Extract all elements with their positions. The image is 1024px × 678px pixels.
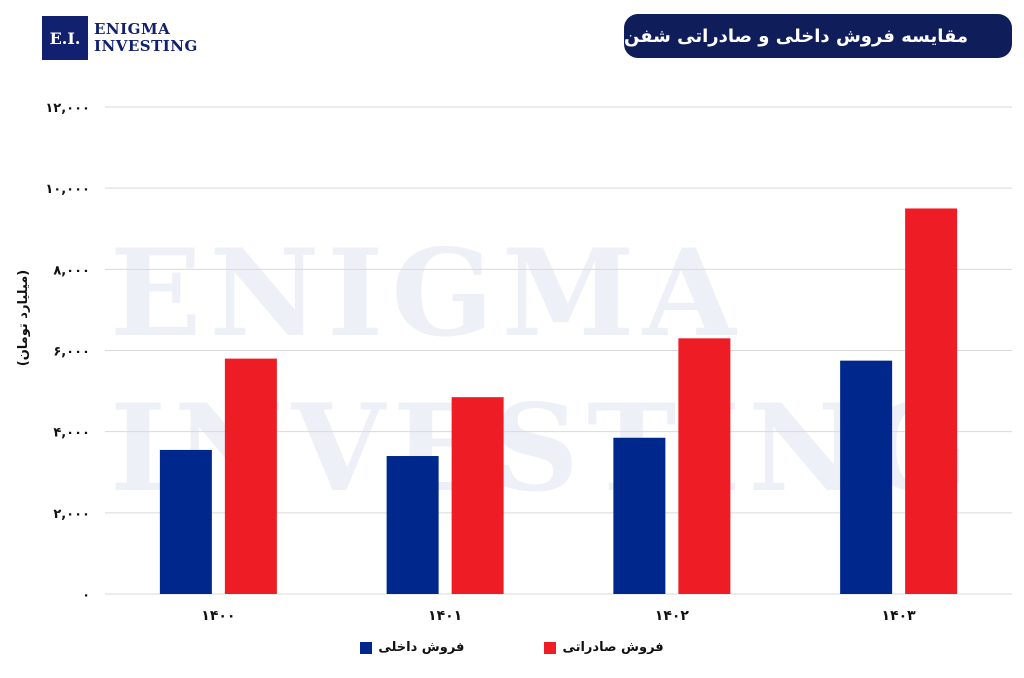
y-tick-label: ۲,۰۰۰	[53, 507, 90, 522]
bar-domestic-2	[613, 437, 666, 594]
y-tick-label: ۸,۰۰۰	[53, 263, 90, 278]
bar-domestic-0	[159, 449, 212, 594]
legend-swatch	[544, 641, 557, 654]
x-tick-label: ۱۴۰۱	[428, 608, 462, 624]
bar-domestic-3	[840, 360, 893, 594]
y-tick-label: ۰	[82, 588, 90, 603]
logo-line-2: Investing	[94, 37, 198, 55]
y-tick-label: ۴,۰۰۰	[53, 426, 90, 441]
chart-title: مقایسه فروش داخلی و صادراتی شفن	[624, 14, 1012, 58]
logo-mark: E.I.	[42, 16, 88, 60]
legend-label: فروش صادراتی	[562, 640, 664, 655]
legend-swatch	[360, 641, 373, 654]
legend-item: فروش صادراتی	[544, 640, 664, 655]
legend-label: فروش داخلی	[378, 640, 465, 655]
logo-wordmark: Enigma Investing	[94, 21, 198, 55]
bar-export-1	[451, 397, 504, 594]
bar-export-0	[224, 358, 277, 594]
legend: فروش صادراتی فروش داخلی	[0, 640, 1024, 655]
x-tick-label: ۱۴۰۰	[201, 608, 235, 624]
bar-export-2	[678, 338, 731, 594]
y-tick-label: ۱۲,۰۰۰	[45, 101, 90, 116]
y-tick-label: ۶,۰۰۰	[53, 345, 90, 360]
x-tick-label: ۱۴۰۲	[655, 608, 690, 624]
watermark-line-1: Enigma	[110, 223, 744, 364]
y-tick-label: ۱۰,۰۰۰	[45, 182, 90, 197]
bar-domestic-1	[386, 456, 439, 594]
bar-export-3	[905, 208, 958, 595]
x-tick-label: ۱۴۰۳	[882, 608, 917, 624]
brand-logo: E.I. Enigma Investing	[42, 16, 198, 60]
legend-item: فروش داخلی	[360, 640, 464, 655]
logo-line-1: Enigma	[94, 20, 171, 38]
y-axis-label: (میلیارد تومان)	[16, 270, 31, 366]
